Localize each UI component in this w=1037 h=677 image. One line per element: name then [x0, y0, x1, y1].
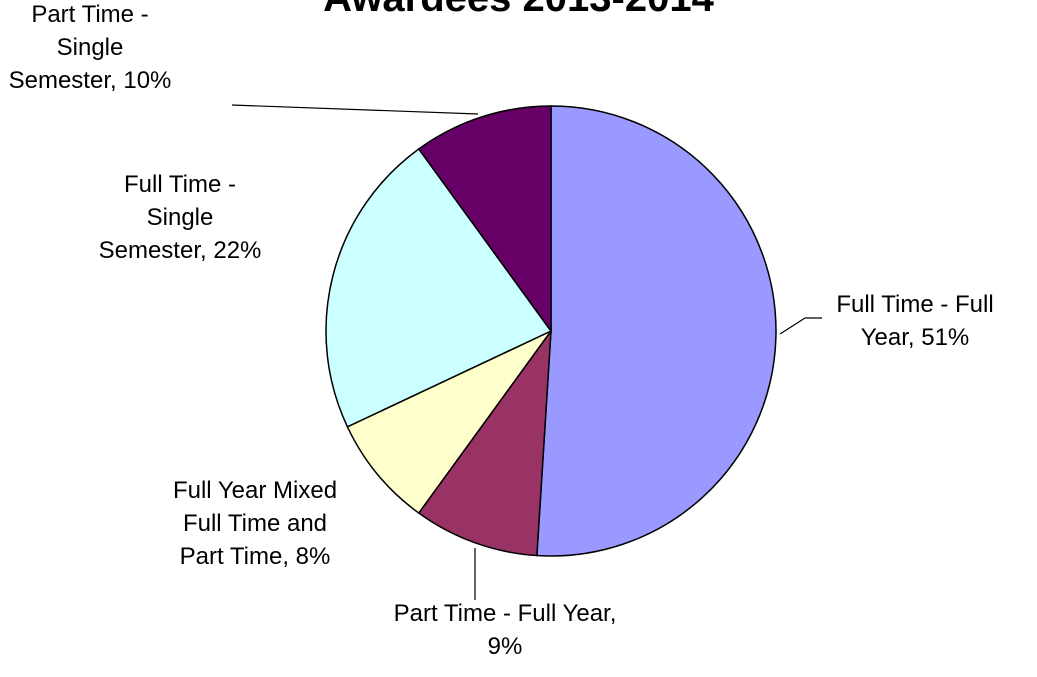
pie-slice	[417, 328, 552, 557]
pie-slice	[536, 105, 777, 557]
label-category: Part Time - Full Year	[394, 600, 617, 627]
leader-line	[231, 104, 479, 115]
data-label: Part Time - Full Year 9%	[385, 597, 625, 663]
chart-title: Awardees 2013-2014	[0, 0, 1037, 21]
pie-slice	[346, 330, 552, 515]
pie-slice	[325, 147, 553, 428]
label-value: 10%	[123, 67, 172, 94]
label-value: 9%	[487, 633, 523, 660]
label-value: 22%	[213, 237, 262, 264]
data-label: Full Time - Single Semester22%	[95, 168, 265, 267]
pie-slice	[417, 105, 552, 334]
leader-line	[779, 317, 806, 335]
data-label: Full Year Mixed Full Time and Part Time8…	[165, 474, 345, 573]
label-value: 8%	[295, 543, 331, 570]
label-value: 51%	[921, 324, 970, 351]
data-label: Full Time - Full Year51%	[810, 288, 1020, 354]
label-category: Full Time - Full Year	[836, 291, 993, 351]
data-label: Part Time - Single Semester10%	[5, 0, 175, 97]
